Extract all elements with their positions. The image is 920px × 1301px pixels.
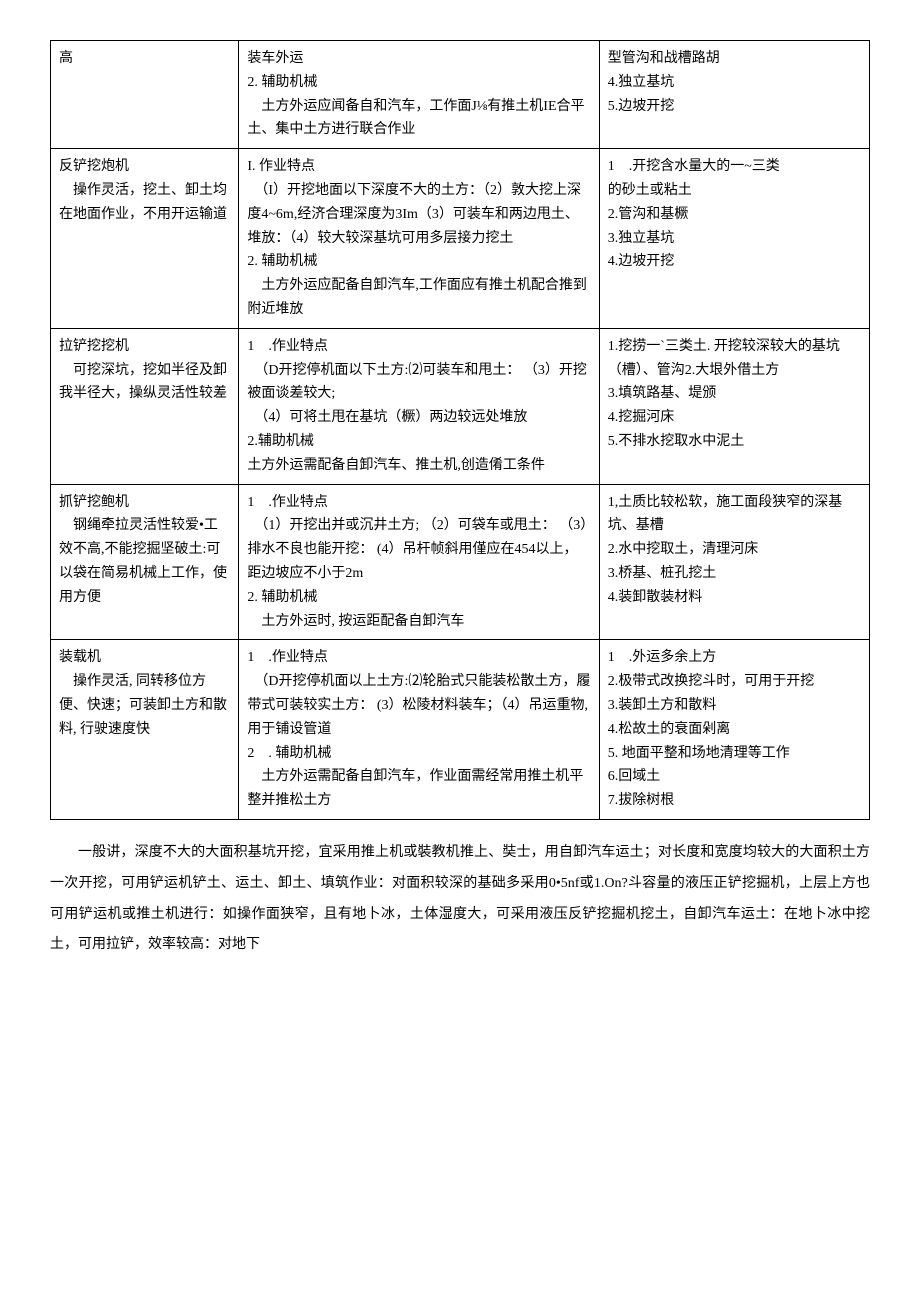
cell-features-0: 装车外运2. 辅助机械 土方外运应闻备自和汽车，工作面J⅛有推土机IE合平土、集… xyxy=(239,41,599,149)
cell-usage-4: 1 .外运多余上方2.极带式改换挖斗时，可用于开挖3.装卸土方和散料4.松故土的… xyxy=(599,640,869,820)
cell-features-4: 1 .作业特点 （D开挖停机面以上土方:⑵轮胎式只能装松散土方，履带式可装较实土… xyxy=(239,640,599,820)
cell-usage-2: 1.挖捞一`三类土. 开挖较深较大的基坑（槽）、管沟2.大垠外借土方3.填筑路基… xyxy=(599,328,869,484)
cell-features-1: I. 作业特点 （I）开挖地面以下深度不大的土方：（2）敦大挖上深度4~6m,经… xyxy=(239,149,599,329)
cell-machine-3: 抓铲挖鲍机 钢绳牵拉灵活性较爱•工效不高,不能挖掘坚破土:可以袋在简易机械上工作… xyxy=(51,484,239,640)
table-row: 抓铲挖鲍机 钢绳牵拉灵活性较爱•工效不高,不能挖掘坚破土:可以袋在简易机械上工作… xyxy=(51,484,870,640)
cell-usage-0: 型管沟和战槽路胡4.独立基坑5.边坡开挖 xyxy=(599,41,869,149)
cell-features-2: 1 .作业特点 （D开挖停机面以下土方:⑵可装车和甩土： （3）开挖被面谈差较大… xyxy=(239,328,599,484)
cell-machine-2: 拉铲挖挖机 可挖深坑，挖如半径及卸我半径大，操纵灵活性较差 xyxy=(51,328,239,484)
table-row: 高 装车外运2. 辅助机械 土方外运应闻备自和汽车，工作面J⅛有推土机IE合平土… xyxy=(51,41,870,149)
summary-paragraph: 一般讲，深度不大的大面积基坑开挖，宜采用推上机或裝教机推上、奘士，用自卸汽车运土… xyxy=(50,838,870,961)
cell-machine-4: 装载机 操作灵活, 同转移位方便、快速；可装卸土方和散料, 行驶速度快 xyxy=(51,640,239,820)
table-row: 拉铲挖挖机 可挖深坑，挖如半径及卸我半径大，操纵灵活性较差 1 .作业特点 （D… xyxy=(51,328,870,484)
excavator-table: 高 装车外运2. 辅助机械 土方外运应闻备自和汽车，工作面J⅛有推土机IE合平土… xyxy=(50,40,870,820)
cell-usage-1: 1 .开挖含水量大的一~三类的砂土或粘土2.管沟和基橛3.独立基坑4.边坡开挖 xyxy=(599,149,869,329)
cell-usage-3: 1,土质比较松软，施工面段狭窄的深基坑、基槽2.水中挖取土，清理河床3.桥基、桩… xyxy=(599,484,869,640)
cell-features-3: 1 .作业特点 （1）开挖出并或沉井土方; （2）可袋车或甩土： （3）排水不良… xyxy=(239,484,599,640)
cell-machine-1: 反铲挖炮机 操作灵活，挖土、卸土均在地面作业，不用开运输道 xyxy=(51,149,239,329)
table-row: 反铲挖炮机 操作灵活，挖土、卸土均在地面作业，不用开运输道 I. 作业特点 （I… xyxy=(51,149,870,329)
table-row: 装载机 操作灵活, 同转移位方便、快速；可装卸土方和散料, 行驶速度快 1 .作… xyxy=(51,640,870,820)
cell-machine-0: 高 xyxy=(51,41,239,149)
table-body: 高 装车外运2. 辅助机械 土方外运应闻备自和汽车，工作面J⅛有推土机IE合平土… xyxy=(51,41,870,820)
